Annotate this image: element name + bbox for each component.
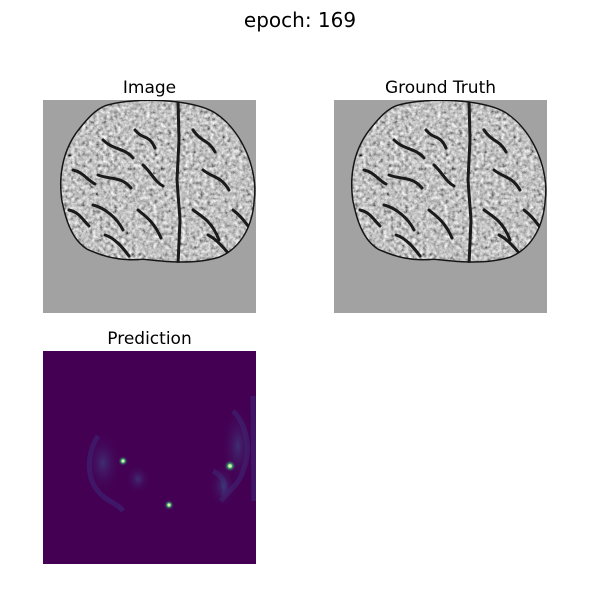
prediction-background <box>43 351 256 564</box>
hotspot-1-core <box>121 459 125 463</box>
mri-image <box>43 100 256 313</box>
haze-center <box>126 465 150 493</box>
image-panel: Image <box>43 78 256 313</box>
ground-truth-panel-title: Ground Truth <box>384 78 497 98</box>
brain-slice <box>59 100 256 263</box>
brain-slice <box>350 100 547 263</box>
prediction-panel-title: Prediction <box>107 329 192 349</box>
ground-truth-image <box>334 100 547 313</box>
hotspot-2-core <box>228 464 232 468</box>
ground-truth-panel: Ground Truth <box>334 78 547 313</box>
figure-title: epoch: 169 <box>243 8 357 32</box>
prediction-panel: Prediction <box>43 329 256 564</box>
image-panel-title: Image <box>122 78 177 98</box>
haze-left <box>85 433 121 493</box>
hotspot-3-core <box>167 503 171 507</box>
haze-lower-right <box>209 464 237 508</box>
prediction-heatmap <box>43 351 256 564</box>
